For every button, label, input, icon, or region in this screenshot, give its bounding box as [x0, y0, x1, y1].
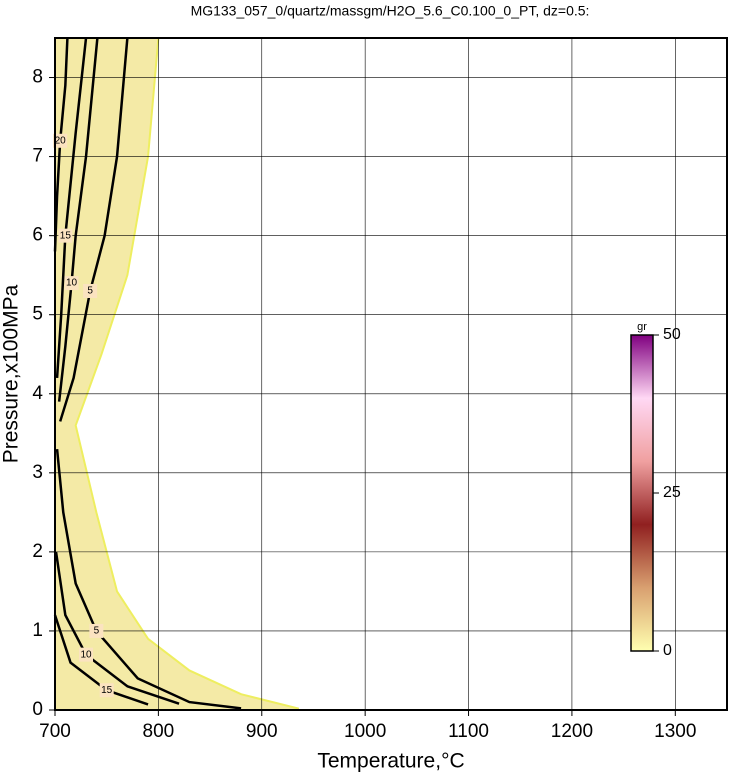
x-axis-label: Temperature,°C — [317, 750, 464, 773]
x-tick-label: 1100 — [448, 721, 489, 742]
y-axis-label: Pressure,x100MPa — [0, 284, 23, 463]
contour-label: 5 — [87, 286, 93, 297]
y-tick-label: 2 — [32, 541, 43, 562]
colorbar-tick-label: 50 — [663, 326, 681, 343]
x-tick-label: 900 — [246, 721, 278, 742]
contour-label: 15 — [60, 230, 72, 241]
y-tick-label: 5 — [32, 304, 43, 325]
y-tick-label: 1 — [32, 620, 43, 641]
colorbar-tick-label: 0 — [663, 642, 672, 659]
y-tick-label: 3 — [32, 462, 43, 483]
contour-label: 15 — [101, 685, 113, 696]
contour-label-bg — [58, 228, 73, 243]
contour-label-bg — [83, 283, 98, 298]
y-tick-label: 0 — [32, 699, 43, 720]
colorbar — [630, 334, 654, 652]
y-tick-label: 4 — [32, 383, 43, 404]
contour-line — [53, 614, 149, 706]
x-tick-label: 1000 — [344, 721, 386, 742]
contour-label: 10 — [80, 649, 92, 660]
contour-label: 5 — [94, 626, 100, 637]
plot-frame — [54, 37, 728, 711]
contour-line — [57, 37, 99, 402]
contour-label-bg — [99, 683, 114, 698]
x-tick-label: 1300 — [654, 721, 696, 742]
contour-label: 10 — [66, 278, 78, 289]
x-tick-label: 1200 — [551, 721, 593, 742]
x-tick-label: 700 — [39, 721, 71, 742]
y-tick-label: 6 — [32, 225, 43, 246]
colorbar-tick-label: 25 — [663, 484, 681, 501]
contour-label-bg — [53, 133, 68, 148]
contour-label: 20 — [55, 135, 67, 146]
contour-line — [58, 37, 129, 422]
y-tick-label: 8 — [32, 67, 43, 88]
contour-label-bg — [89, 623, 104, 638]
colorbar-label: gr — [637, 321, 647, 333]
x-tick-label: 800 — [143, 721, 175, 742]
y-tick-label: 7 — [32, 146, 43, 167]
chart-title: MG133_057_0/quartz/massgm/H2O_5.6_C0.100… — [191, 3, 590, 19]
contour-label-bg — [64, 276, 79, 291]
contour-label-bg — [79, 647, 94, 662]
